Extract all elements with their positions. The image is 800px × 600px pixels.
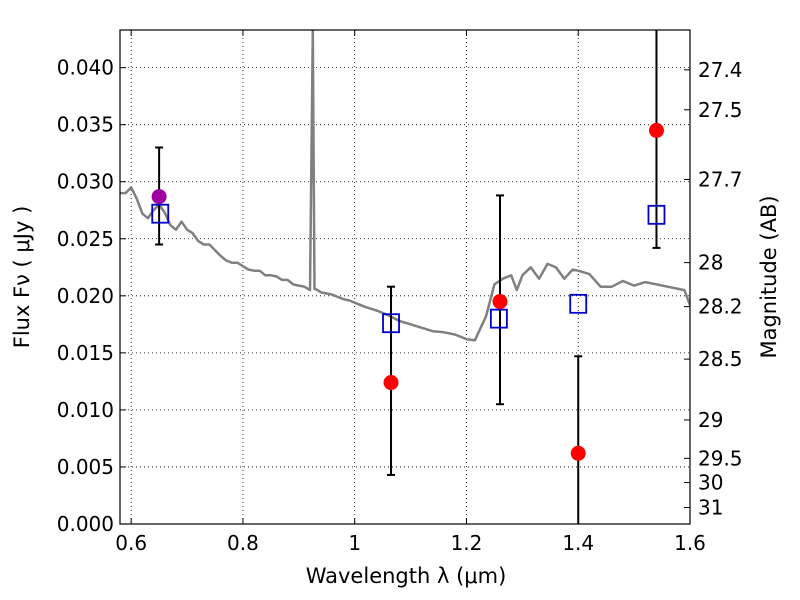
y-tick-label: 0.035 xyxy=(57,113,114,137)
model-point xyxy=(151,203,170,224)
y2-axis-label: Magnitude (AB) xyxy=(757,195,781,358)
y2-tick-label: 28 xyxy=(698,251,723,275)
y2-tick-label: 29.5 xyxy=(698,446,743,470)
y2-tick-label: 27.7 xyxy=(698,167,743,191)
x-tick-label: 1.6 xyxy=(674,531,706,555)
y2-tick-label: 30 xyxy=(698,471,723,495)
observed-point xyxy=(570,445,586,461)
observed-point xyxy=(383,375,399,391)
y2-tick-label: 31 xyxy=(698,496,723,520)
grid-lines xyxy=(120,30,690,524)
y-tick-label: 0.010 xyxy=(57,398,114,422)
y2-tick-label: 28.2 xyxy=(698,295,743,319)
x-tick-label: 0.6 xyxy=(115,531,147,555)
plot-frame xyxy=(119,29,691,525)
model-point xyxy=(489,308,508,329)
y2-tick-label: 29 xyxy=(698,408,723,432)
observed-point xyxy=(151,189,167,205)
axis-ticks xyxy=(120,30,691,525)
spectrum-layer xyxy=(120,30,690,342)
y2-tick-label: 27.5 xyxy=(698,98,743,122)
tick-labels: 0.6 0.8 1 1.2 1.4 1.6 0.000 0.005 0.010 0.015 0.02… xyxy=(57,56,743,555)
y2-tick-label: 28.5 xyxy=(698,347,743,371)
y-axis-label: Flux Fν ( μJy ) xyxy=(10,206,34,349)
y-tick-label: 0.015 xyxy=(57,341,114,365)
y-tick-label: 0.030 xyxy=(57,170,114,194)
y2-tick-label: 27.4 xyxy=(698,58,743,82)
model-point xyxy=(382,313,400,334)
y-tick-label: 0.005 xyxy=(57,455,114,479)
x-tick-label: 1.4 xyxy=(562,531,594,555)
y-tick-label: 0.040 xyxy=(57,56,114,80)
points-layer xyxy=(151,122,666,461)
observed-point xyxy=(648,122,664,138)
observed-point xyxy=(492,294,508,310)
x-tick-label: 1 xyxy=(348,531,361,555)
y-tick-label: 0.000 xyxy=(57,512,114,536)
model-point xyxy=(647,204,666,225)
model-point xyxy=(569,293,588,314)
y-tick-label: 0.020 xyxy=(57,284,114,308)
x-tick-label: 0.8 xyxy=(227,531,259,555)
x-tick-label: 1.2 xyxy=(451,531,483,555)
x-axis-label: Wavelength λ (μm) xyxy=(306,564,507,588)
y-tick-label: 0.025 xyxy=(57,227,114,251)
spectrum-line xyxy=(120,30,690,342)
